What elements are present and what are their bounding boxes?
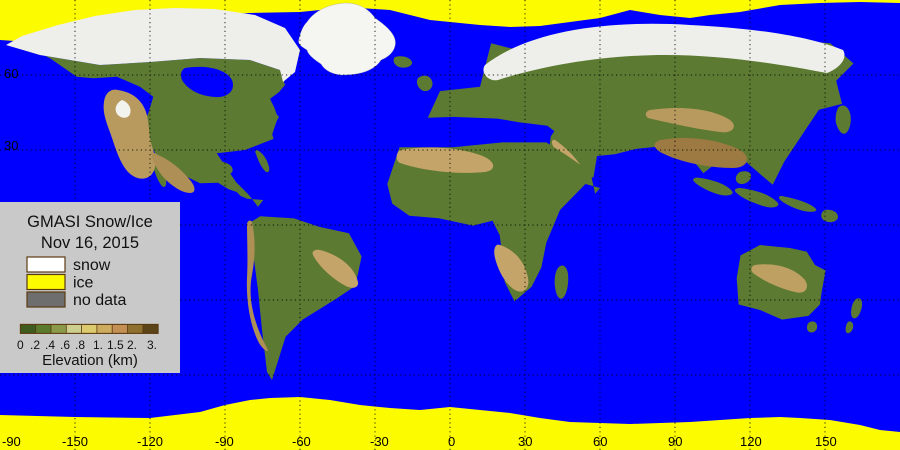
svg-text:Nov 16, 2015: Nov 16, 2015 bbox=[41, 234, 139, 252]
svg-text:-60: -60 bbox=[292, 434, 311, 449]
svg-text:120: 120 bbox=[740, 434, 762, 449]
svg-text:GMASI Snow/Ice: GMASI Snow/Ice bbox=[27, 213, 153, 231]
svg-text:90: 90 bbox=[668, 434, 682, 449]
svg-text:1.: 1. bbox=[93, 338, 103, 352]
svg-text:3.: 3. bbox=[147, 338, 157, 352]
svg-text:-90: -90 bbox=[215, 434, 234, 449]
svg-text:-30: -30 bbox=[370, 434, 389, 449]
svg-text:1.5: 1.5 bbox=[107, 338, 124, 352]
svg-text:30: 30 bbox=[4, 138, 18, 153]
svg-text:30: 30 bbox=[518, 434, 532, 449]
svg-text:60: 60 bbox=[4, 66, 18, 81]
svg-text:-120: -120 bbox=[137, 434, 163, 449]
svg-text:0: 0 bbox=[17, 338, 24, 352]
svg-text:.6: .6 bbox=[60, 338, 70, 352]
svg-text:150: 150 bbox=[815, 434, 837, 449]
svg-text:.2: .2 bbox=[30, 338, 40, 352]
svg-text:Elevation (km): Elevation (km) bbox=[42, 352, 138, 369]
svg-text:no data: no data bbox=[73, 292, 126, 309]
svg-text:snow: snow bbox=[73, 257, 111, 274]
svg-text:.8: .8 bbox=[75, 338, 85, 352]
svg-text:60: 60 bbox=[593, 434, 607, 449]
svg-text:.4: .4 bbox=[45, 338, 55, 352]
svg-text:ice: ice bbox=[73, 275, 94, 292]
svg-text:-90: -90 bbox=[2, 434, 21, 449]
svg-text:0: 0 bbox=[448, 434, 455, 449]
svg-text:2.: 2. bbox=[127, 338, 137, 352]
svg-text:-150: -150 bbox=[62, 434, 88, 449]
